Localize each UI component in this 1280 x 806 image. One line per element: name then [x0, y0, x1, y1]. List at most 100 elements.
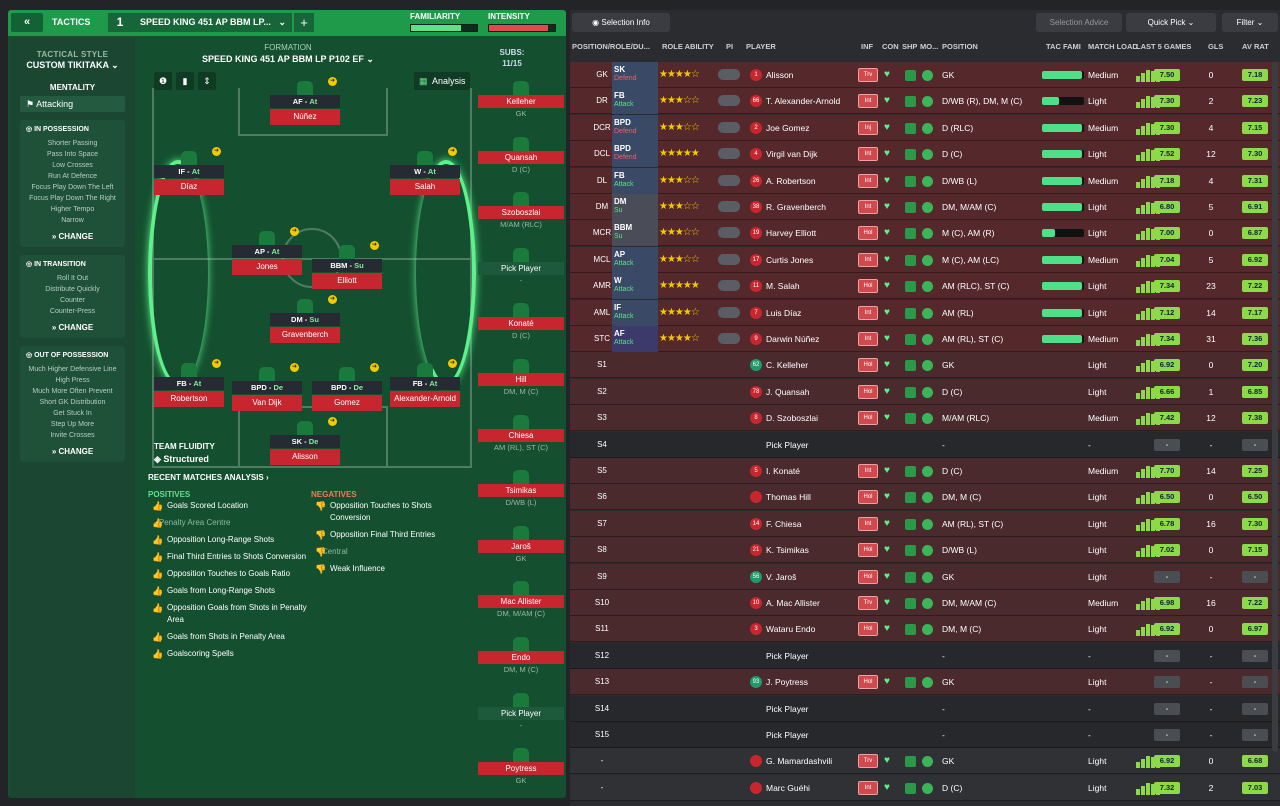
player-name[interactable]: R. Gravenberch	[766, 202, 826, 212]
player-card[interactable]: IF - At Díaz	[154, 151, 224, 199]
table-row[interactable]: S3 8 D. Szoboszlai Hol ♥ M/AM (RLC) Medium 7.42…	[570, 405, 1280, 432]
table-row[interactable]: S4 Pick Player - - - - -	[570, 431, 1280, 458]
table-row[interactable]: S14 Pick Player - - - - -	[570, 695, 1280, 722]
position-slot[interactable]: S14	[594, 703, 610, 713]
player-instructions-icon[interactable]	[718, 95, 740, 107]
role-cell[interactable]: FB Attack	[612, 167, 658, 194]
table-row[interactable]: DR FB Attack ★★★☆☆ 66 T. Alexander-Arnold Int ♥…	[570, 88, 1280, 115]
sub-name[interactable]: Pick Player	[478, 706, 564, 720]
player-name[interactable]: A. Robertson	[766, 175, 816, 186]
player-name[interactable]: Salah	[390, 179, 460, 195]
player-role[interactable]: FB - At	[154, 377, 224, 390]
player-role[interactable]: W - At	[390, 165, 460, 178]
position-slot[interactable]: S13	[594, 677, 610, 687]
sub-name[interactable]: Kelleher	[478, 95, 564, 108]
sub-card[interactable]: Kelleher GK	[478, 81, 564, 125]
player-role[interactable]: DM - Su	[270, 313, 340, 326]
position-slot[interactable]: S4	[597, 439, 607, 449]
pick-player-dropdown[interactable]: Pick Player	[766, 439, 809, 450]
sub-card[interactable]: Quansah D (C)	[478, 136, 564, 181]
player-name[interactable]: Gravenberch	[270, 327, 340, 343]
player-instruction-arrow-icon[interactable]: ➜	[212, 359, 221, 368]
player-card[interactable]: BPD - De Van Dijk	[232, 367, 302, 415]
pick-player-dropdown[interactable]: Pick Player	[766, 650, 809, 661]
table-row[interactable]: STC AF Attack ★★★★☆ 9 Darwin Núñez Int ♥ AM (RL)…	[570, 326, 1280, 352]
player-name[interactable]: Darwin Núñez	[766, 334, 820, 344]
sub-card[interactable]: Hill DM, M (C)	[478, 359, 564, 403]
player-name[interactable]: J. Poytress	[766, 677, 809, 688]
table-row[interactable]: DL FB Attack ★★★☆☆ 26 A. Robertson Int ♥ D/WB (L…	[570, 167, 1280, 194]
sub-name[interactable]: Konaté	[478, 317, 564, 331]
table-row[interactable]: GK SK Defend ★★★★☆ 1 Alisson Trv ♥ GK Medium 7.50 0…	[570, 62, 1280, 88]
sub-name[interactable]: Poytress	[478, 762, 564, 776]
player-name[interactable]: A. Mac Allister	[766, 598, 820, 608]
table-row[interactable]: DCL BPD Defend ★★★★★ 4 Virgil van Dijk Int ♥ D (…	[570, 141, 1280, 168]
player-instructions-icon[interactable]	[718, 306, 740, 318]
player-role[interactable]: BPD - De	[312, 381, 382, 394]
role-cell[interactable]: AP Attack	[612, 246, 658, 273]
player-name[interactable]: K. Tsimikas	[766, 545, 809, 556]
role-cell[interactable]: AF Attack	[612, 326, 658, 352]
player-name[interactable]: Jones	[232, 259, 302, 275]
table-row[interactable]: S6 Thomas Hill Hol ♥ DM, M (C) Light 6.50 0 6.50	[570, 484, 1280, 511]
position-slot[interactable]: S2	[597, 386, 607, 396]
table-row[interactable]: DM DM Su ★★★☆☆ 38 R. Gravenberch Int ♥ DM, M/AM …	[570, 194, 1280, 220]
position-slot[interactable]: STC	[594, 334, 610, 343]
table-row[interactable]: S7 14 F. Chiesa Int ♥ AM (RL), ST (C) Light 6.7…	[570, 510, 1280, 537]
table-row[interactable]: S9 56 V. Jaroš Hol ♥ GK Light - - -	[570, 563, 1280, 590]
sub-card[interactable]: Szoboszlai M/AM (RLC)	[478, 192, 564, 236]
table-row[interactable]: S13 93 J. Poytress Hol ♥ GK Light - - -	[570, 669, 1280, 696]
player-name[interactable]: Joe Gomez	[766, 122, 810, 133]
sub-name[interactable]: Hill	[478, 373, 564, 386]
player-card[interactable]: AP - At Jones	[232, 231, 302, 279]
player-card[interactable]: BBM - Su Elliott	[312, 245, 382, 293]
familiarity-bar[interactable]	[410, 24, 478, 32]
role-cell[interactable]: BBM Su	[612, 220, 658, 247]
table-row[interactable]: S15 Pick Player - - - - -	[570, 722, 1280, 748]
role-cell[interactable]: SK Defend	[612, 62, 658, 88]
sub-card[interactable]: Chiesa AM (RL), ST (C)	[478, 414, 564, 459]
change-in-transition-button[interactable]: » CHANGE	[51, 323, 94, 332]
position-slot[interactable]: MCR	[592, 228, 612, 238]
player-instructions-icon[interactable]	[718, 148, 740, 160]
sub-card[interactable]: Mac Allister DM, M/AM (C)	[478, 581, 564, 625]
player-name[interactable]: C. Kelleher	[766, 360, 809, 371]
player-role[interactable]: SK - De	[270, 435, 340, 448]
player-name[interactable]: Alexander-Arnold	[390, 391, 460, 407]
player-instruction-arrow-icon[interactable]: ➜	[370, 363, 379, 372]
column-header[interactable]: INF	[861, 42, 874, 51]
sub-card[interactable]: Jaroš GK	[478, 525, 564, 570]
formation-name-dropdown[interactable]: SPEED KING 451 AP BBM LP P102 EF ⌄	[202, 54, 374, 64]
player-name[interactable]: Harvey Elliott	[766, 228, 817, 239]
change-in-possession-button[interactable]: » CHANGE	[51, 232, 94, 241]
column-header[interactable]: MO...	[920, 42, 939, 51]
position-slot[interactable]: S10	[594, 598, 610, 607]
player-name[interactable]: M. Salah	[766, 281, 800, 292]
table-row[interactable]: S2 78 J. Quansah Hol ♥ D (C) Light 6.66 1 6.85	[570, 378, 1280, 405]
position-slot[interactable]: DCL	[593, 149, 610, 159]
sub-card[interactable]: Pick Player -	[478, 247, 564, 292]
player-card[interactable]: AF - At Núñez	[270, 81, 340, 129]
table-row[interactable]: - Marc Guéhi Int ♥ D (C) Light 7.32 2 7.03	[570, 774, 1280, 801]
player-name[interactable]: Robertson	[154, 391, 224, 407]
add-tactic-button[interactable]: +	[294, 13, 314, 32]
player-card[interactable]: FB - At Alexander-Arnold	[390, 363, 460, 411]
position-slot[interactable]: -	[600, 782, 604, 792]
position-slot[interactable]: S6	[597, 492, 607, 502]
player-name[interactable]: Elliott	[312, 273, 382, 289]
player-name[interactable]: Alisson	[766, 70, 794, 80]
sub-name[interactable]: Szoboszlai	[478, 206, 564, 220]
role-cell[interactable]: DM Su	[612, 194, 658, 220]
player-instruction-arrow-icon[interactable]: ➜	[448, 359, 457, 368]
pick-player-dropdown[interactable]: Pick Player	[766, 730, 809, 740]
recent-matches-analysis-link[interactable]: RECENT MATCHES ANALYSIS ›	[148, 473, 269, 482]
sub-name[interactable]: Quansah	[478, 150, 564, 164]
selection-advice-button[interactable]: Selection Advice	[1036, 13, 1122, 32]
sub-card[interactable]: Pick Player -	[478, 692, 564, 737]
position-slot[interactable]: AML	[593, 307, 611, 317]
column-header[interactable]: GLS	[1208, 42, 1224, 51]
table-row[interactable]: DCR BPD Defend ★★★☆☆ 2 Joe Gomez Inj ♥ D (RLC) Me…	[570, 114, 1280, 141]
player-role[interactable]: AF - At	[270, 95, 340, 108]
position-slot[interactable]: S11	[595, 624, 609, 634]
player-name[interactable]: Thomas Hill	[766, 492, 811, 503]
